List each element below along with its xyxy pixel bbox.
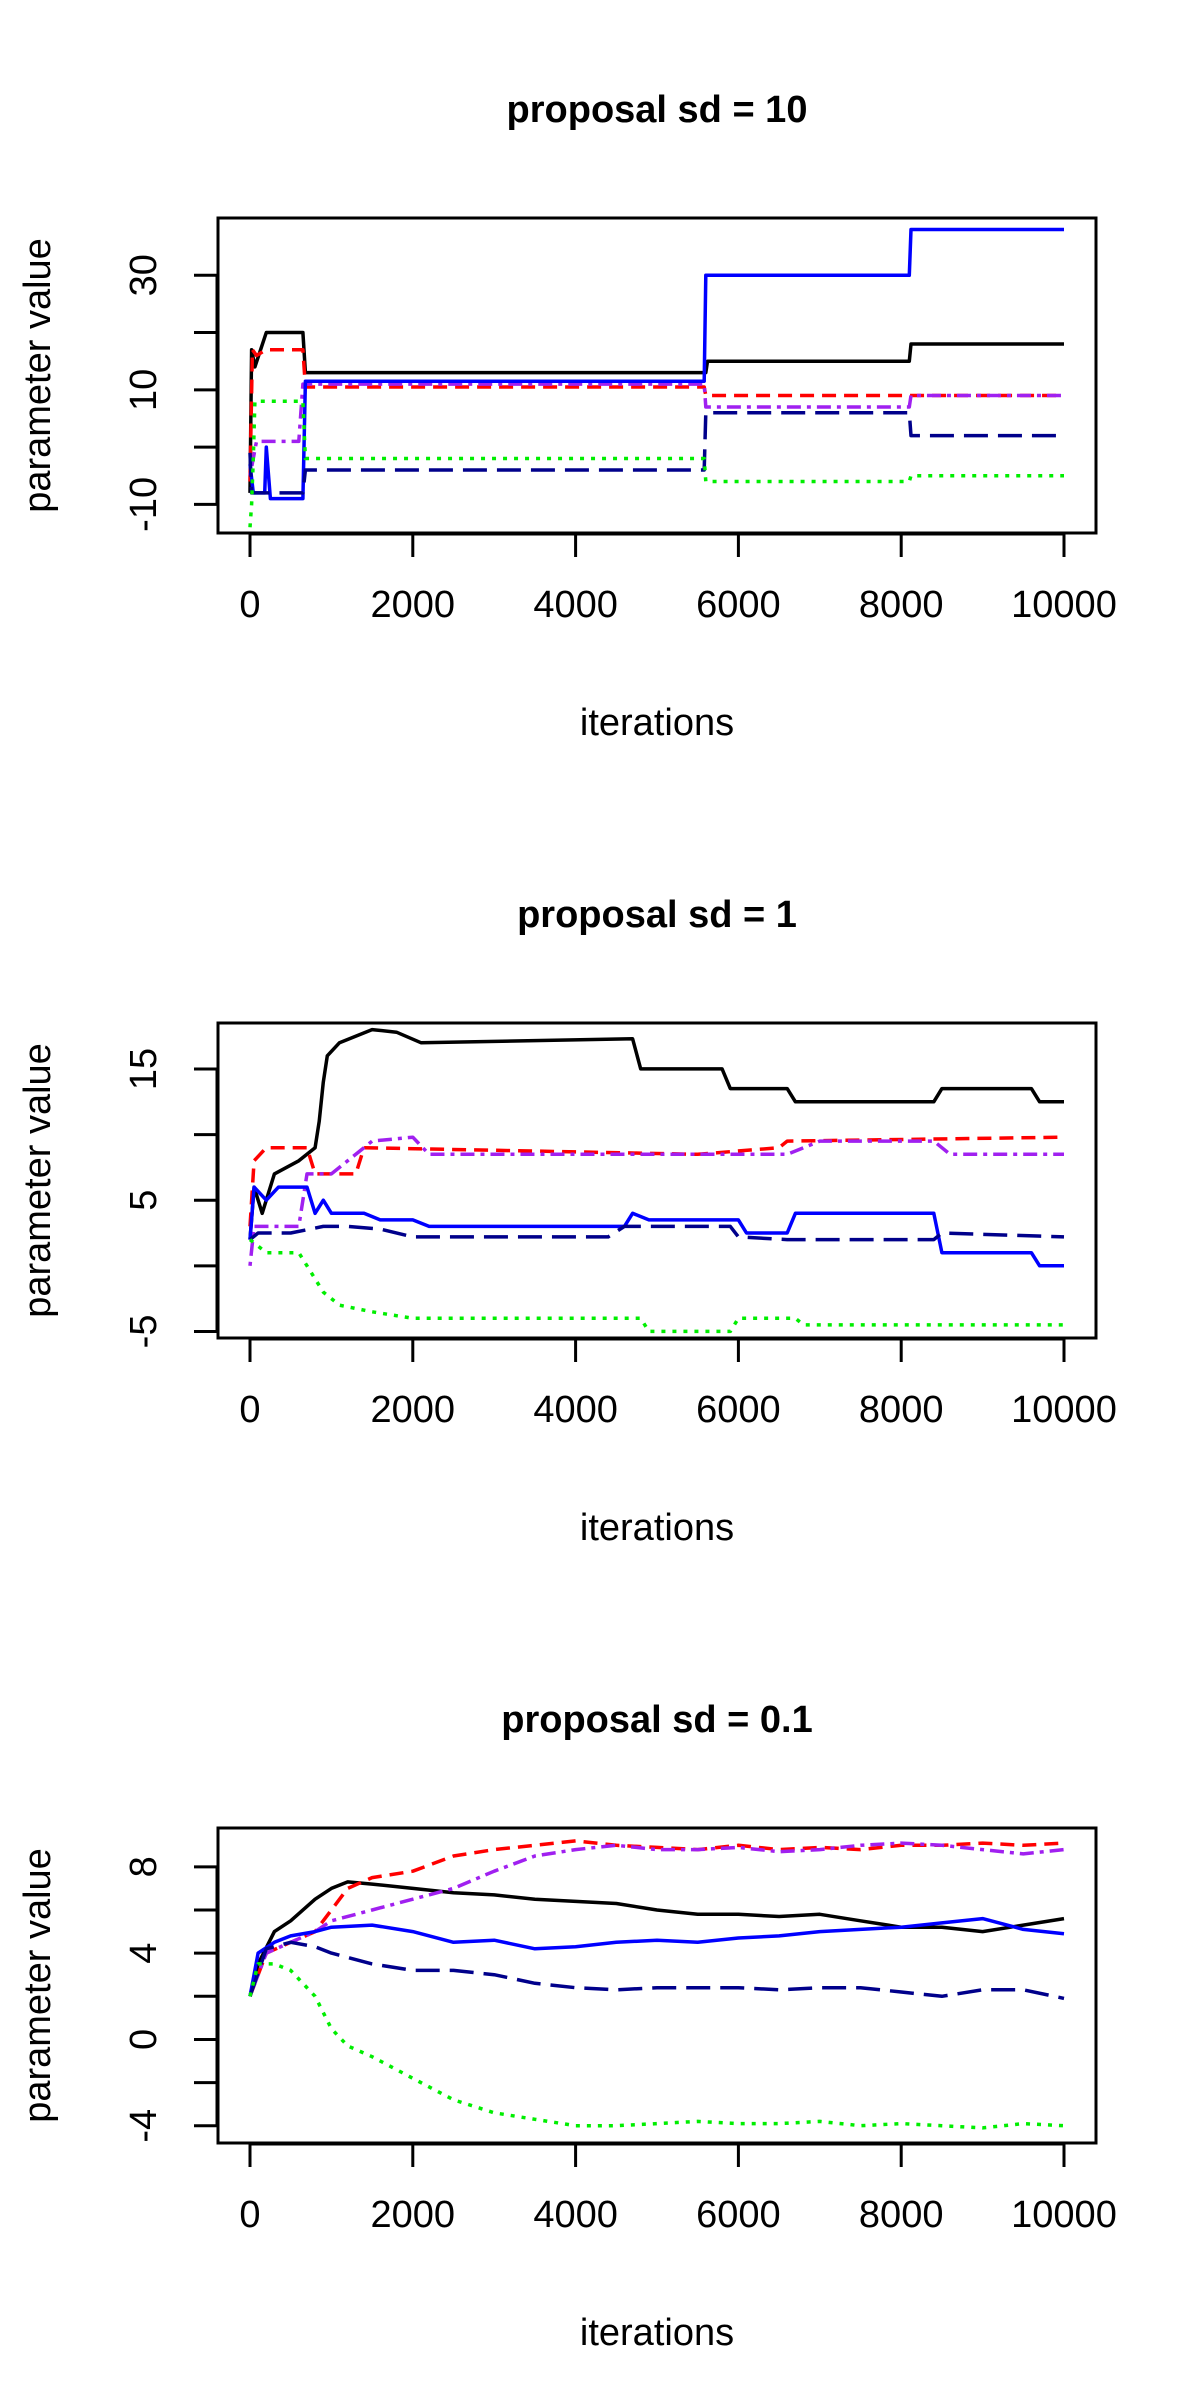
series-line [248, 399, 1064, 528]
chart-title: proposal sd = 0.1 [501, 1699, 813, 1741]
x-tick-label: 6000 [696, 1389, 781, 1431]
series-line [248, 1224, 1065, 1242]
y-tick-label: 30 [123, 254, 165, 296]
y-tick-label: -4 [123, 2109, 165, 2143]
series-line [248, 382, 1064, 477]
series-line [248, 1916, 1065, 1997]
x-tick-label: 6000 [696, 2194, 781, 2236]
x-tick-label: 8000 [859, 1389, 944, 1431]
chart-title: proposal sd = 10 [507, 89, 808, 131]
x-tick-label: 10000 [1011, 1389, 1117, 1431]
x-axis-label: iterations [580, 1507, 734, 1549]
x-tick-label: 6000 [696, 584, 781, 626]
series-line [248, 1962, 1065, 2130]
series-line [248, 1238, 1064, 1334]
chart-panel: proposal sd = 10 0 2000 4000 6000 8000 10000 -1… [17, 89, 1117, 744]
x-tick-label: 8000 [859, 2194, 944, 2236]
x-tick-label: 2000 [371, 2194, 456, 2236]
x-tick-label: 10000 [1011, 584, 1117, 626]
series-line [248, 1135, 1065, 1227]
x-tick-label: 0 [239, 2194, 260, 2236]
y-tick-label: 8 [123, 1856, 165, 1877]
series-line [248, 1940, 1065, 2001]
y-tick-label: 4 [123, 1943, 165, 1964]
chart-panel: proposal sd = 0.1 0 2000 4000 6000 8000 10000 -… [17, 1699, 1117, 2354]
y-tick-label: -10 [123, 477, 165, 532]
x-tick-label: 4000 [533, 584, 618, 626]
series-line [248, 1027, 1064, 1240]
x-tick-label: 2000 [371, 584, 456, 626]
series-line [248, 1135, 1064, 1266]
x-tick-label: 4000 [533, 1389, 618, 1431]
y-tick-label: 5 [123, 1190, 165, 1211]
x-tick-label: 4000 [533, 2194, 618, 2236]
x-tick-label: 0 [239, 1389, 260, 1431]
x-tick-label: 10000 [1011, 2194, 1117, 2236]
series-line [248, 1185, 1064, 1268]
y-tick-label: 15 [123, 1048, 165, 1090]
y-tick-label: 10 [123, 369, 165, 411]
y-axis-label: parameter value [17, 238, 59, 513]
x-axis-label: iterations [580, 702, 734, 744]
chart-title: proposal sd = 1 [517, 894, 797, 936]
series-line [248, 1839, 1065, 1997]
y-axis-label: parameter value [17, 1043, 59, 1318]
chart-panel: proposal sd = 1 0 2000 4000 6000 8000 10000 -5 5… [17, 894, 1117, 1549]
x-tick-label: 8000 [859, 584, 944, 626]
x-axis-label: iterations [580, 2312, 734, 2354]
x-tick-label: 2000 [371, 1389, 456, 1431]
series-line [248, 347, 1064, 482]
x-tick-label: 0 [239, 584, 260, 626]
y-tick-label: -5 [123, 1315, 165, 1349]
series-line [248, 1841, 1065, 1997]
y-axis-label: parameter value [17, 1848, 59, 2123]
y-tick-label: 0 [123, 2029, 165, 2050]
